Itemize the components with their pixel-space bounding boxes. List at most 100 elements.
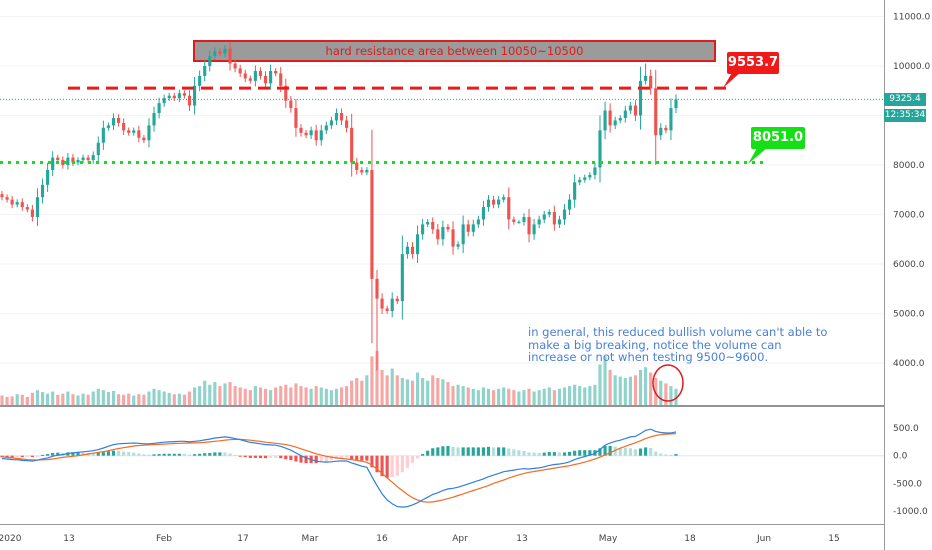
candle-body [208, 56, 212, 66]
volume-bar [81, 393, 85, 405]
macd-histogram-bar [491, 447, 496, 456]
volume-bar [674, 388, 678, 405]
macd-histogram-bar [96, 452, 100, 456]
macd-histogram-bar [659, 453, 663, 456]
time-tick-label: 15 [828, 534, 839, 544]
volume-bar [441, 379, 445, 405]
candle-body [552, 212, 556, 225]
volume-bar [56, 394, 60, 405]
candle-body [339, 113, 344, 121]
volume-bars [0, 351, 678, 405]
candle-body [471, 224, 475, 232]
macd-histogram-bar [502, 447, 506, 456]
last-price-label: 9325.4 [884, 93, 926, 106]
macd-histogram-bar [466, 447, 470, 456]
volume-bar [0, 395, 4, 405]
macd-histogram-bar [547, 452, 551, 456]
support-level-tag: 8051.0 [751, 127, 805, 149]
price-tick-label: 7000.0 [893, 211, 925, 221]
candle-body [5, 197, 9, 200]
volume-bar [583, 387, 587, 405]
candle-body [466, 224, 470, 232]
macd-histogram-bar [35, 455, 40, 457]
volume-bar [111, 390, 116, 405]
macd-histogram-bar [421, 454, 425, 456]
volume-bar [461, 386, 465, 405]
volume-bar [603, 356, 607, 405]
macd-histogram-bar [324, 455, 328, 462]
volume-bar [623, 378, 627, 405]
volume-bar [405, 379, 409, 405]
candle-body [142, 137, 146, 141]
candle-body [502, 197, 506, 200]
candle-body [122, 122, 126, 131]
candle-body [0, 194, 4, 198]
macd-histogram-bar [132, 452, 136, 456]
macd-histogram-bar [187, 454, 192, 456]
candle-body [583, 177, 587, 180]
volume-bar [365, 375, 369, 405]
macd-histogram-bar [476, 447, 480, 456]
candle-body [284, 85, 288, 101]
candle-body [436, 229, 440, 240]
macd-histogram-bar [507, 448, 511, 456]
candle-body [421, 224, 425, 235]
candle-body [35, 197, 40, 217]
volume-bar [324, 388, 328, 405]
volume-bar [25, 396, 29, 405]
resistance-zone [193, 40, 716, 62]
macd-histogram-bar [76, 452, 80, 456]
candle-body [111, 117, 116, 126]
grid [0, 16, 884, 364]
macd-histogram-bar [198, 453, 202, 456]
candle-body [654, 88, 658, 136]
candle-body [193, 85, 197, 106]
volume-bar [436, 378, 440, 405]
volume-bar [350, 380, 354, 405]
candle-body [96, 142, 100, 156]
volume-bar [446, 382, 450, 405]
candle-body [481, 207, 485, 220]
volume-bar [649, 372, 653, 405]
macd-histogram-bar [390, 455, 394, 478]
macd-histogram-bar [542, 452, 546, 456]
candle-body [350, 127, 354, 163]
macd-histogram-bar [46, 454, 50, 456]
macd-histogram-bar [562, 452, 567, 456]
candle-body [669, 108, 673, 131]
macd-histogram-bar [223, 452, 227, 456]
macd-histogram-bar [375, 455, 379, 473]
macd-histogram-bar [552, 452, 556, 456]
volume-bar [263, 388, 268, 405]
time-tick-label: Apr [452, 534, 468, 544]
candle-body [451, 229, 455, 247]
macd-histogram-bar [415, 455, 420, 459]
volume-bar [497, 388, 501, 405]
volume-bar [664, 383, 668, 405]
resistance-level-tag: 9553.7 [727, 52, 779, 74]
price-axis: 11000.010000.09000.08000.07000.06000.050… [893, 13, 930, 370]
candle-body [603, 110, 607, 131]
macd-histogram-bar [613, 446, 617, 456]
macd-histogram-bar [380, 455, 384, 477]
volume-bar [319, 387, 323, 405]
volume-bar [5, 396, 9, 405]
candle-body [385, 308, 389, 312]
macd-histogram-bar [664, 454, 668, 456]
candle-body [132, 130, 136, 133]
resistance-zone-label: hard resistance area between 10050~10500 [325, 44, 584, 58]
macd-histogram-bar [25, 455, 29, 457]
macd-histogram-bar [557, 452, 562, 456]
candle-body [400, 254, 404, 302]
candle-body [198, 75, 202, 86]
volume-bar [329, 390, 333, 405]
countdown-label: 12:35:34 [884, 109, 926, 122]
macd-histogram-bar [304, 455, 308, 464]
macd-histogram-bar [583, 450, 587, 456]
macd-histogram-bar [279, 455, 283, 459]
macd-tick-label: -500.0 [893, 479, 922, 489]
macd-histogram-bar [51, 452, 55, 456]
volume-bar [132, 395, 136, 405]
volume-bar [537, 390, 541, 405]
